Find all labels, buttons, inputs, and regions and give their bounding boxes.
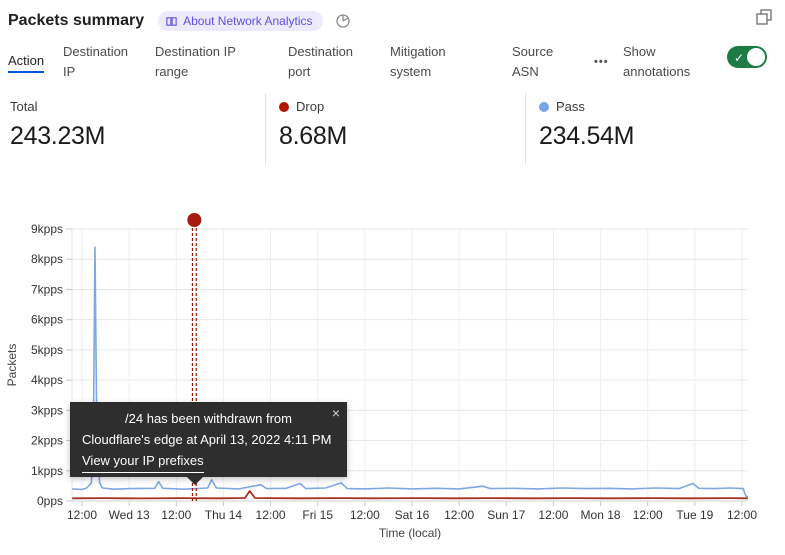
badge-label: About Network Analytics: [183, 14, 313, 28]
toggle-knob: [747, 48, 765, 66]
y-tick-label: 5kpps: [31, 343, 63, 357]
dimension-tabs: Action Destination IP Destination IP ran…: [0, 38, 785, 81]
x-tick-label: Wed 13: [109, 508, 150, 522]
stat-total-value: 243.23M: [10, 122, 106, 150]
view-ip-prefixes-link[interactable]: View your IP prefixes: [82, 451, 204, 474]
y-tick-label: 1kpps: [31, 464, 63, 478]
x-tick-label: 12:00: [444, 508, 474, 522]
tab-source-asn-label: Source ASN: [512, 44, 554, 79]
stat-pass-value: 234.54M: [539, 122, 635, 150]
stat-drop-value: 8.68M: [279, 122, 347, 150]
header: Packets summary About Network Analytics: [0, 0, 785, 32]
y-tick-label: 0pps: [37, 494, 63, 508]
y-tick-label: 7kpps: [31, 282, 63, 296]
x-tick-label: 12:00: [350, 508, 380, 522]
stat-drop-label: Drop: [296, 99, 325, 114]
x-axis-title: Time (local): [379, 526, 441, 540]
tooltip-arrow: [187, 477, 203, 485]
stat-pass-label: Pass: [556, 99, 585, 114]
x-tick-label: Thu 14: [205, 508, 243, 522]
x-tick-label: Tue 19: [676, 508, 713, 522]
y-tick-label: 4kpps: [31, 373, 63, 387]
x-tick-label: 12:00: [256, 508, 286, 522]
show-annotations-toggle[interactable]: ✓: [727, 46, 767, 68]
x-tick-label: 12:00: [161, 508, 191, 522]
more-tabs-button[interactable]: •••: [594, 56, 609, 68]
x-tick-label: 12:00: [67, 508, 97, 522]
packets-time-series-chart: 9kpps 8kpps 7kpps 6kpps 5kpps 4kpps 3kpps 2kpps…: [0, 205, 785, 555]
series-lines: [72, 246, 749, 500]
tab-action-label: Action: [8, 53, 45, 73]
tab-mitigation-system[interactable]: Mitigation system: [390, 42, 458, 81]
stats-row: Total 243.23M Drop 8.68M Pass 234.54M: [0, 93, 785, 165]
drop-line: [72, 490, 748, 500]
stat-total: Total 243.23M: [0, 93, 265, 165]
annotation-tooltip: × /24 has been withdrawn from Cloudflare…: [70, 402, 347, 485]
x-tick-label: 12:00: [538, 508, 568, 522]
pass-legend-dot: [539, 101, 549, 112]
close-icon[interactable]: ×: [331, 405, 340, 421]
tab-mitigation-system-label: Mitigation system: [390, 44, 446, 79]
tab-source-asn[interactable]: Source ASN: [512, 42, 574, 81]
y-tick-label: 3kpps: [31, 403, 63, 417]
y-tick-label: 9kpps: [31, 222, 63, 236]
x-tick-label: Sat 16: [395, 508, 430, 522]
x-tick-label: Sun 17: [487, 508, 525, 522]
drop-legend-dot: [279, 101, 289, 112]
y-tick-label: 2kpps: [31, 434, 63, 448]
tab-destination-ip-range-label: Destination IP range: [155, 44, 236, 79]
tooltip-line2: Cloudflare's edge at April 13, 2022 4:11…: [82, 431, 332, 447]
tab-destination-port[interactable]: Destination port: [288, 42, 373, 81]
page-title: Packets summary: [8, 12, 145, 29]
y-tick-label: 6kpps: [31, 313, 63, 327]
annotation-dot[interactable]: [187, 213, 202, 227]
show-annotations-label: Show annotations: [623, 44, 691, 79]
tooltip-line1: /24 has been withdrawn from: [125, 411, 292, 426]
y-tick-label: 8kpps: [31, 252, 63, 266]
y-axis-title: Packets: [5, 344, 19, 387]
pie-chart-icon[interactable]: [335, 13, 351, 29]
x-tick-label: 12:00: [633, 508, 663, 522]
stat-pass: Pass 234.54M: [525, 93, 785, 165]
book-icon: [166, 16, 177, 26]
restore-window-icon[interactable]: [755, 8, 773, 31]
chart-canvas: 9kpps 8kpps 7kpps 6kpps 5kpps 4kpps 3kpps 2kpps…: [5, 213, 757, 540]
x-tick-label: Fri 15: [302, 508, 333, 522]
axes: [66, 228, 743, 506]
stat-total-label: Total: [10, 99, 38, 114]
tab-destination-ip-range[interactable]: Destination IP range: [155, 42, 267, 81]
tab-destination-port-label: Destination port: [288, 44, 354, 79]
about-network-analytics-badge[interactable]: About Network Analytics: [158, 11, 323, 31]
tab-destination-ip[interactable]: Destination IP: [63, 42, 140, 81]
x-tick-label: Mon 18: [581, 508, 621, 522]
tab-destination-ip-label: Destination IP: [63, 44, 129, 79]
x-tick-label: 12:00: [727, 508, 757, 522]
stat-drop: Drop 8.68M: [265, 93, 525, 165]
axis-labels: 9kpps 8kpps 7kpps 6kpps 5kpps 4kpps 3kpps 2kpps…: [5, 222, 757, 540]
pass-line: [72, 246, 749, 498]
tab-action[interactable]: Action: [8, 42, 48, 73]
check-icon: ✓: [734, 51, 745, 65]
